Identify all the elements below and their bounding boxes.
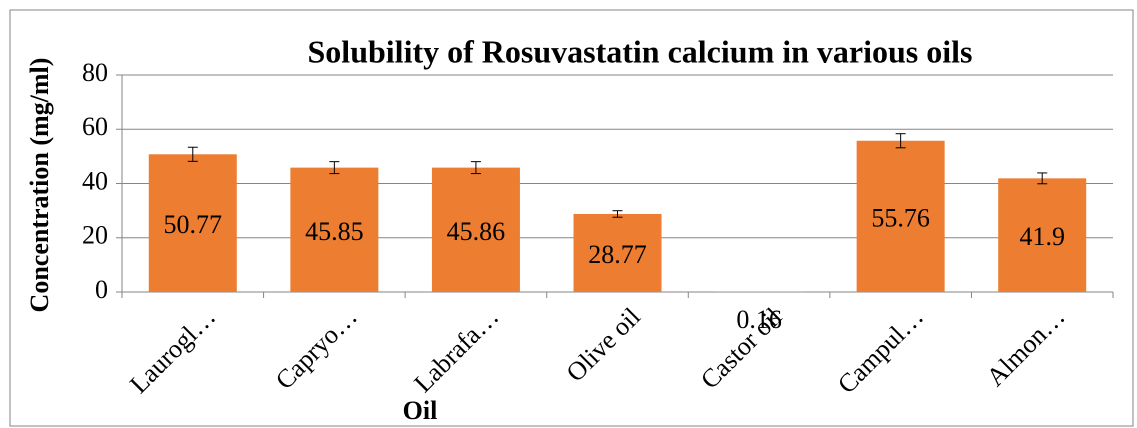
- x-axis-title: Oil: [403, 396, 438, 425]
- data-label: 28.77: [588, 240, 647, 269]
- y-axis-title: Concentration (mg/ml): [25, 58, 54, 313]
- data-label: 45.85: [305, 217, 364, 246]
- data-label: 41.9: [1019, 222, 1065, 251]
- bar: [431, 167, 520, 292]
- data-label: 50.77: [164, 210, 223, 239]
- y-tick-label: 40: [82, 166, 108, 195]
- y-tick-label: 0: [95, 275, 108, 304]
- chart-title: Solubility of Rosuvastatin calcium in va…: [308, 33, 973, 69]
- y-tick-label: 60: [82, 112, 108, 141]
- data-label: 0.16: [736, 305, 782, 334]
- bar: [290, 167, 379, 292]
- data-label: 55.76: [871, 203, 930, 232]
- bar: [998, 178, 1087, 292]
- bar: [148, 154, 237, 292]
- bar: [856, 140, 945, 292]
- y-tick-label: 20: [82, 221, 108, 250]
- bar: [573, 213, 662, 292]
- y-tick-label: 80: [82, 58, 108, 87]
- data-label: 45.86: [447, 217, 506, 246]
